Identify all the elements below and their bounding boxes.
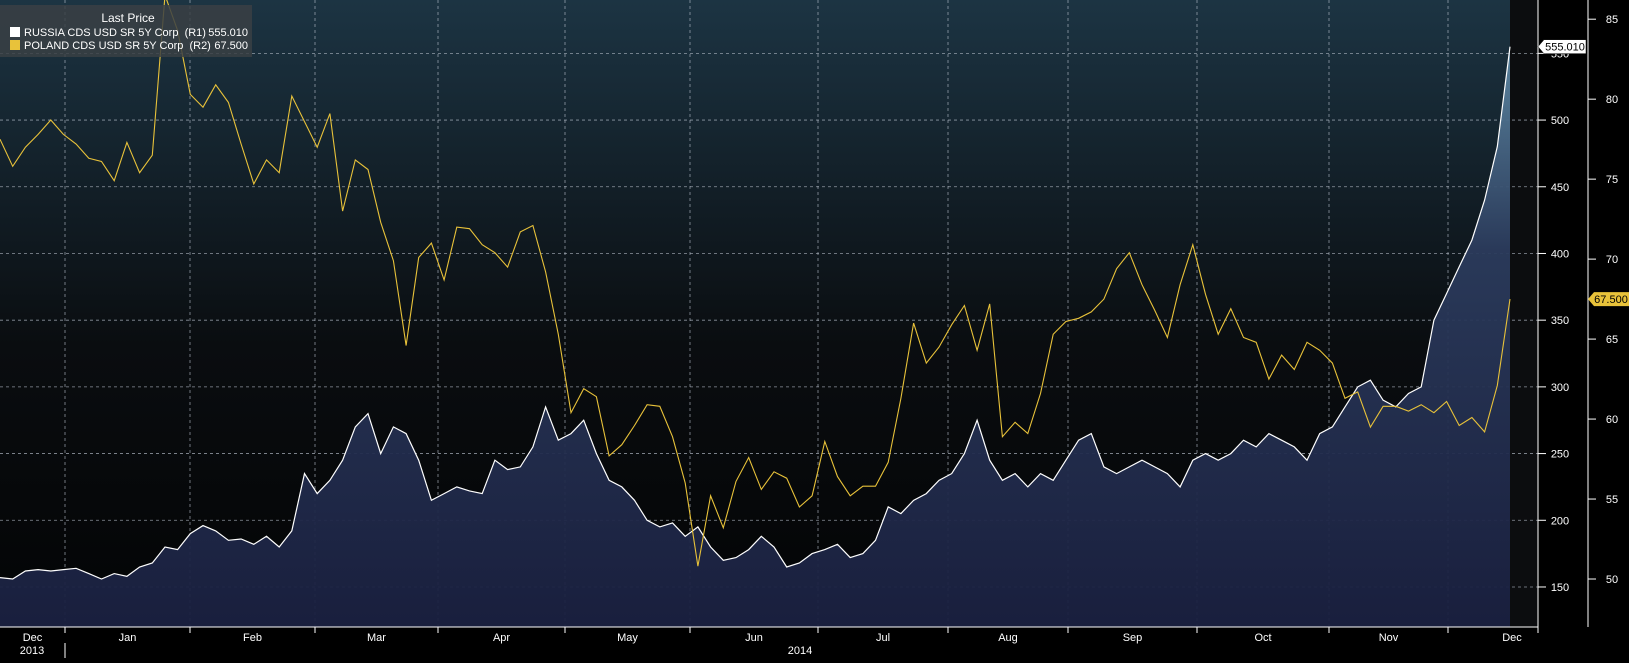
x-axis: Dec Jan Feb Mar Apr May Jun Jul Aug Sep Oct Nov Dec2…	[20, 627, 1539, 658]
r1-tick-label: 400	[1551, 248, 1569, 260]
series-lines	[0, 0, 1511, 580]
r1-tick-label: 450	[1551, 182, 1569, 194]
r1-tick-label: 500	[1551, 115, 1569, 127]
russia-area-layer	[0, 46, 1510, 627]
bottom-axis-panel	[0, 627, 1538, 658]
legend-swatch-russia	[10, 27, 20, 37]
poland-last-price-tag: 67.500	[1588, 292, 1629, 307]
x-month-label: Dec	[1502, 632, 1522, 644]
r2-tick-label: 75	[1606, 174, 1618, 186]
russia-tag-value: 555.010	[1545, 42, 1585, 54]
russia-series-line	[0, 46, 1511, 580]
x-month-label: Dec	[23, 632, 43, 644]
russia-last-price-tag: 555.010	[1537, 39, 1587, 54]
forecast-strip	[1510, 0, 1538, 627]
russia-area-fill	[0, 46, 1510, 627]
legend-value-russia: 555.010	[208, 27, 248, 39]
r2-tick-label: 60	[1606, 414, 1618, 426]
x-year-label: 2014	[788, 645, 812, 657]
x-month-label: Mar	[367, 632, 386, 644]
r1-tick-label: 200	[1551, 515, 1569, 527]
legend-value-poland: 67.500	[214, 40, 248, 52]
legend-header: Last Price	[101, 11, 155, 25]
r2-tick-label: 80	[1606, 94, 1618, 106]
right-axis-panel	[1538, 0, 1629, 658]
r2-tick-label: 85	[1606, 14, 1618, 26]
y-axis-r2: 50 55 60 65 70 75 80 85	[1588, 14, 1618, 586]
r1-tick-label: 250	[1551, 449, 1569, 461]
x-month-label: Sep	[1123, 632, 1143, 644]
legend-swatch-poland	[10, 40, 20, 50]
x-month-label: Apr	[493, 632, 510, 644]
r2-tick-label: 70	[1606, 254, 1618, 266]
legend-label-russia: RUSSIA CDS USD SR 5Y Corp (R1)	[24, 27, 206, 39]
r2-tick-label: 50	[1606, 574, 1618, 586]
poland-series-line	[0, 0, 1511, 567]
x-month-label: Jul	[876, 632, 890, 644]
x-month-label: Nov	[1379, 632, 1399, 644]
x-month-label: Jan	[119, 632, 137, 644]
x-month-label: Feb	[243, 632, 262, 644]
x-month-label: Jun	[745, 632, 763, 644]
x-year-label: 2013	[20, 645, 44, 657]
x-month-label: May	[617, 632, 638, 644]
r1-tick-label: 300	[1551, 382, 1569, 394]
r1-tick-label: 350	[1551, 315, 1569, 327]
russia-tag-shape	[1537, 39, 1587, 54]
x-month-label: Aug	[998, 632, 1018, 644]
poland-tag-shape	[1588, 292, 1629, 307]
legend-label-poland: POLAND CDS USD SR 5Y Corp (R2)	[24, 40, 211, 52]
x-month-label: Oct	[1254, 632, 1271, 644]
r2-tick-label: 55	[1606, 494, 1618, 506]
legend: Last Price RUSSIA CDS USD SR 5Y Corp (R1…	[0, 5, 252, 57]
r2-tick-label: 65	[1606, 334, 1618, 346]
r1-tick-label: 150	[1551, 582, 1569, 594]
legend-box	[0, 5, 252, 57]
poland-tag-value: 67.500	[1594, 294, 1628, 306]
